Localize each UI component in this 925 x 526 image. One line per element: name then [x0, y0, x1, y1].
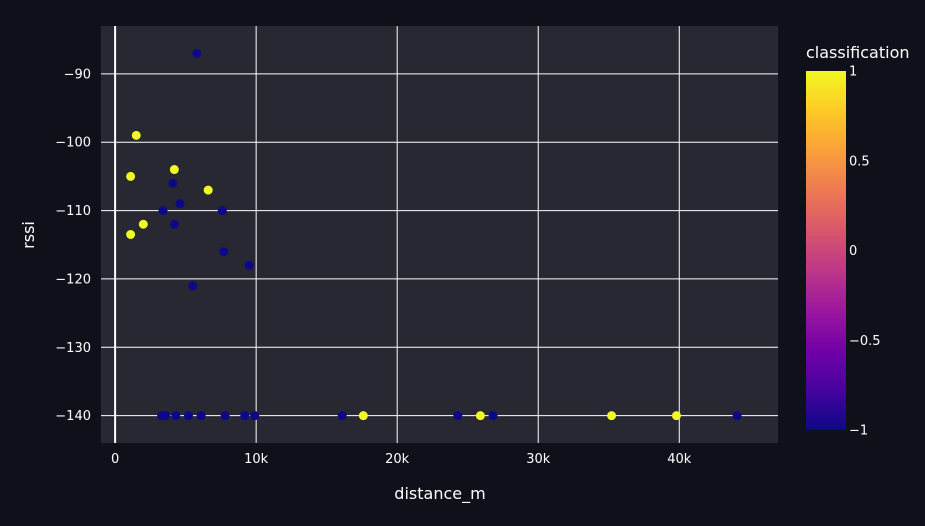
data-point [203, 185, 213, 195]
plot-area [101, 26, 778, 443]
y-tick-label: −100 [55, 136, 91, 151]
x-tick-label: 20k [385, 452, 410, 467]
data-point [732, 411, 742, 421]
data-point [220, 411, 230, 421]
data-point [138, 219, 148, 229]
data-points [126, 48, 742, 421]
data-point [196, 411, 206, 421]
data-point [158, 206, 168, 216]
data-point [168, 178, 178, 188]
data-point [217, 206, 227, 216]
data-point [169, 219, 179, 229]
data-point [671, 411, 681, 421]
colorbar-tick-label: 0 [849, 244, 857, 259]
y-tick-label: −140 [55, 409, 91, 424]
data-point [175, 199, 185, 209]
y-tick-label: −90 [64, 67, 91, 82]
data-point [453, 411, 463, 421]
data-point [488, 411, 498, 421]
y-tick-label: −120 [55, 272, 91, 287]
data-point [607, 411, 617, 421]
colorbar-tick-label: 1 [849, 65, 857, 80]
data-point [171, 411, 181, 421]
colorbar-tick-label: −1 [849, 424, 868, 439]
data-point [192, 48, 202, 58]
y-tick-label: −110 [55, 204, 91, 219]
data-point [244, 260, 254, 270]
x-tick-label: 0 [111, 452, 119, 467]
colorbar-tick-label: −0.5 [849, 334, 881, 349]
colorbar-tick-label: 0.5 [849, 154, 870, 169]
data-point [169, 165, 179, 175]
data-point [337, 411, 347, 421]
x-axis-ticks: 0 10k 20k 30k 40k [111, 452, 692, 467]
colorbar: classification 1 0.5 0 −0.5 −1 [806, 43, 910, 439]
data-point [240, 411, 250, 421]
y-axis-ticks: −90 −100 −110 −120 −130 −140 [55, 67, 91, 424]
x-axis-label: distance_m [394, 484, 485, 504]
data-point [219, 247, 229, 257]
x-tick-label: 10k [244, 452, 269, 467]
x-tick-label: 40k [667, 452, 692, 467]
colorbar-title: classification [806, 43, 910, 62]
colorbar-ticks: 1 0.5 0 −0.5 −1 [849, 65, 881, 439]
y-axis-label: rssi [19, 221, 38, 249]
data-point [188, 281, 198, 291]
data-point [183, 411, 193, 421]
gridlines [101, 26, 778, 443]
data-point [475, 411, 485, 421]
data-point [161, 411, 171, 421]
data-point [126, 230, 136, 239]
x-tick-label: 30k [526, 452, 551, 467]
data-point [250, 411, 260, 421]
y-tick-label: −130 [55, 341, 91, 356]
data-point [126, 171, 136, 181]
data-point [358, 411, 368, 421]
data-point [131, 130, 141, 140]
colorbar-gradient [806, 71, 846, 430]
